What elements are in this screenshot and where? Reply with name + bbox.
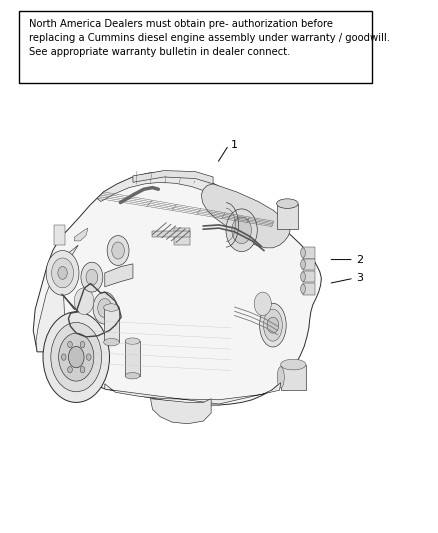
Polygon shape [133, 171, 213, 184]
Circle shape [58, 266, 67, 279]
Circle shape [46, 251, 79, 295]
Circle shape [74, 288, 94, 314]
Circle shape [86, 269, 98, 285]
Bar [19, 11, 372, 83]
Polygon shape [74, 228, 88, 241]
Bar [125, 341, 140, 376]
Polygon shape [201, 184, 290, 248]
Circle shape [67, 367, 72, 373]
Text: 2: 2 [356, 255, 363, 264]
Circle shape [51, 322, 102, 392]
Text: 1: 1 [231, 140, 238, 150]
Circle shape [254, 292, 272, 316]
Polygon shape [36, 245, 94, 385]
Circle shape [93, 292, 117, 324]
Circle shape [226, 209, 257, 252]
Bar [104, 308, 119, 342]
Polygon shape [33, 172, 321, 405]
Ellipse shape [277, 199, 298, 208]
Bar [174, 228, 191, 245]
Circle shape [81, 262, 103, 292]
Circle shape [67, 341, 72, 348]
Ellipse shape [264, 309, 283, 341]
Bar [303, 259, 315, 270]
Circle shape [52, 258, 74, 288]
Ellipse shape [300, 272, 305, 281]
Ellipse shape [104, 338, 119, 346]
Text: 3: 3 [356, 273, 363, 283]
Ellipse shape [300, 248, 305, 257]
Circle shape [68, 346, 84, 368]
Bar [281, 365, 306, 390]
Ellipse shape [280, 359, 306, 370]
Circle shape [107, 236, 129, 265]
Ellipse shape [125, 373, 140, 379]
Circle shape [59, 333, 94, 381]
Ellipse shape [125, 338, 140, 344]
Circle shape [80, 367, 85, 373]
Ellipse shape [277, 367, 284, 388]
Polygon shape [97, 172, 274, 227]
Circle shape [112, 242, 124, 259]
Bar [54, 225, 65, 245]
Circle shape [61, 354, 66, 360]
Circle shape [98, 298, 112, 318]
Ellipse shape [300, 284, 305, 294]
Polygon shape [105, 383, 281, 404]
Bar [303, 283, 315, 295]
Circle shape [80, 341, 85, 348]
Polygon shape [105, 264, 133, 287]
Polygon shape [151, 399, 211, 424]
Ellipse shape [104, 304, 119, 311]
Circle shape [267, 317, 279, 333]
Circle shape [232, 217, 251, 244]
Circle shape [86, 354, 91, 360]
Bar [277, 204, 298, 229]
Ellipse shape [300, 260, 305, 269]
Bar [303, 271, 315, 282]
Text: North America Dealers must obtain pre- authorization before
replacing a Cummins : North America Dealers must obtain pre- a… [29, 19, 390, 58]
Ellipse shape [260, 303, 286, 347]
Bar [303, 247, 315, 259]
Circle shape [43, 312, 110, 402]
Bar [152, 231, 190, 237]
